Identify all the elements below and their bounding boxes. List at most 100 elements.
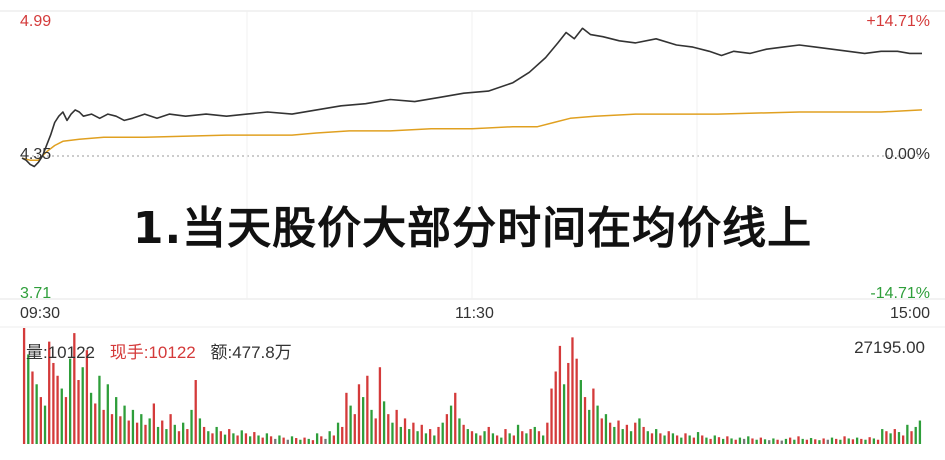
volume-bar — [332, 435, 336, 444]
volume-bar — [52, 362, 55, 444]
x-tick-midday: 11:30 — [455, 305, 494, 322]
volume-bar — [855, 437, 859, 444]
volume-bar — [424, 433, 428, 444]
volume-bar — [228, 429, 231, 444]
volume-bar — [395, 409, 398, 444]
left-axis-top-label: 4.99 — [20, 13, 52, 30]
volume-max-label: 27195.00 — [854, 338, 925, 357]
volume-bar — [726, 436, 729, 444]
volume-bar — [705, 437, 708, 444]
x-tick-close: 15:00 — [889, 305, 930, 322]
volume-bar — [370, 409, 373, 444]
volume-bar — [202, 426, 206, 444]
volume-bar — [261, 437, 264, 444]
volume-bar — [780, 440, 783, 444]
volume-bar — [236, 435, 239, 444]
average-price-series — [21, 109, 923, 161]
volume-bar — [115, 397, 118, 444]
volume-bar — [286, 439, 289, 444]
volume-bar — [881, 429, 884, 444]
volume-bar — [830, 437, 834, 444]
volume-bar — [27, 354, 30, 444]
volume-bar — [809, 438, 813, 444]
left-axis-bottom-label: 3.71 — [20, 285, 52, 302]
volume-bar — [156, 426, 160, 444]
volume-bar — [650, 433, 654, 444]
volume-label: 量:10122 — [26, 343, 95, 362]
volume-bar — [60, 388, 63, 444]
volume-bar — [692, 437, 696, 444]
volume-bar — [77, 380, 80, 444]
volume-bar — [722, 438, 725, 444]
volume-bar — [801, 438, 804, 444]
volume-bar — [366, 375, 369, 444]
volume-bar — [194, 380, 197, 444]
volume-bar — [161, 420, 164, 444]
volume-bar — [177, 431, 181, 444]
volume-bar — [588, 409, 591, 444]
right-axis-mid-label: 0.00% — [884, 146, 930, 163]
volume-bar — [730, 438, 733, 444]
volume-bar — [646, 431, 649, 444]
volume-bar — [362, 397, 365, 444]
volume-bar — [521, 431, 524, 444]
volume-bar — [910, 431, 913, 444]
volume-bar — [851, 439, 855, 444]
volume-bar — [219, 431, 222, 444]
amount-label: 额:477.8万 — [210, 343, 292, 362]
volume-bar — [64, 397, 68, 444]
volume-bar — [198, 418, 202, 444]
volume-bar — [621, 429, 624, 444]
volume-bar — [537, 431, 541, 444]
volume-bar — [592, 388, 595, 444]
left-axis-mid-label: 4.35 — [20, 146, 52, 163]
volume-bar — [412, 422, 415, 444]
volume-bar — [475, 433, 478, 444]
volume-bar — [449, 405, 453, 444]
volume-bar — [303, 437, 306, 444]
volume-bar — [253, 432, 256, 444]
volume-bar — [512, 435, 516, 444]
volume-bar — [106, 384, 109, 444]
volume-bar — [248, 436, 252, 444]
volume-bar — [470, 431, 474, 444]
volume-bar — [98, 375, 101, 444]
volume-bar — [48, 341, 51, 444]
x-tick-open: 09:30 — [20, 305, 61, 322]
volume-bar — [759, 437, 762, 444]
volume-bar — [885, 431, 888, 444]
volume-bar — [634, 422, 637, 444]
volume-bar — [617, 420, 620, 444]
volume-bar — [382, 401, 386, 444]
volume-bar — [269, 436, 273, 444]
volume-bar — [182, 422, 185, 444]
volume-bar — [738, 437, 742, 444]
volume-bar — [374, 418, 377, 444]
right-axis-bottom-label: -14.71% — [870, 285, 930, 302]
volume-bar — [776, 439, 779, 444]
average-line — [21, 109, 923, 161]
volume-bar — [215, 426, 218, 444]
volume-bar — [433, 435, 436, 444]
volume-bar — [445, 414, 449, 444]
volume-bar — [872, 438, 876, 444]
volume-bar — [897, 432, 901, 444]
volume-bar — [94, 403, 97, 444]
volume-bar — [818, 440, 821, 444]
volume-bar — [914, 426, 917, 444]
volume-bar — [742, 438, 746, 444]
volume-bar — [462, 424, 465, 444]
volume-bar — [600, 418, 603, 444]
volume-bar — [680, 437, 683, 444]
volume-bar — [420, 424, 423, 444]
volume-bar — [805, 439, 809, 444]
volume-bar — [713, 435, 716, 444]
volume-bar — [290, 436, 294, 444]
volume-bar — [768, 440, 771, 444]
volume-bars — [22, 328, 922, 444]
volume-bar — [353, 414, 356, 444]
volume-bar — [207, 431, 210, 444]
volume-bar — [675, 435, 679, 444]
volume-bar — [529, 429, 532, 444]
